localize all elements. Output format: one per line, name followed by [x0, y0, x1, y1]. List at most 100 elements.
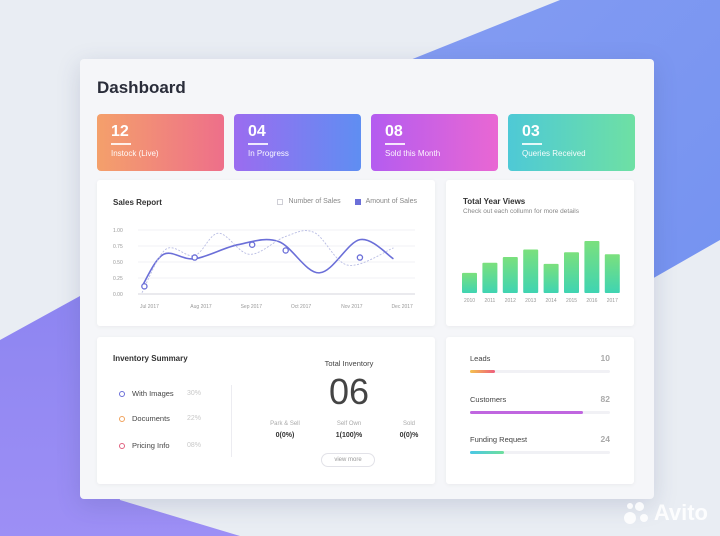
- x-tick-label: Oct 2017: [291, 304, 312, 310]
- legend-item-number-of-sales[interactable]: Number of Sales: [277, 198, 341, 205]
- stat-value: 04: [248, 123, 266, 140]
- bar-2016: [584, 241, 600, 293]
- divider: [231, 385, 232, 457]
- legend-label: Amount of Sales: [365, 198, 417, 205]
- x-tick-label: Nov 2017: [341, 304, 363, 310]
- stat-card-sold-this-month[interactable]: 08 Sold this Month: [371, 114, 498, 171]
- breakdown-value-park-sell: 0(0%): [275, 432, 295, 439]
- bar-2013: [523, 249, 539, 293]
- legend-item-amount-of-sales[interactable]: Amount of Sales: [354, 198, 417, 205]
- inventory-item-label: Pricing Info: [132, 441, 170, 450]
- inventory-item-label: Documents: [132, 414, 170, 423]
- legend-label: Number of Sales: [288, 198, 341, 205]
- bar-2015: [564, 252, 579, 293]
- breakdown-label-sold: Sold: [402, 421, 415, 427]
- x-tick-label: Dec 2017: [391, 304, 413, 310]
- year-views-subtitle: Check out each collumn for more details: [463, 208, 579, 215]
- stat-card-in-progress[interactable]: 04 In Progress: [234, 114, 361, 171]
- stat-card-queries-received[interactable]: 03 Queries Received: [508, 114, 635, 171]
- page-title: Dashboard: [97, 78, 186, 97]
- bullet-icon: [119, 415, 125, 422]
- total-inventory-label: Total Inventory: [324, 359, 374, 368]
- x-tick-label: 2010: [464, 298, 475, 304]
- stat-underline: [385, 143, 405, 145]
- stat-card-instock[interactable]: 12 Instock (Live): [97, 114, 224, 171]
- x-tick-label: Aug 2017: [190, 304, 212, 310]
- bar-2014: [543, 263, 559, 293]
- x-tick-label: Jul 2017: [140, 304, 159, 310]
- series-line-amount-of-sales: [141, 238, 394, 287]
- series-line-number-of-sales: [141, 230, 394, 293]
- y-tick-label: 1.00: [113, 228, 123, 234]
- metric-progress-fill: [470, 411, 584, 414]
- bar-2010: [462, 272, 477, 293]
- stat-label: Queries Received: [522, 149, 586, 158]
- y-tick-label: 0.75: [113, 244, 123, 250]
- metric-value: 24: [600, 434, 610, 444]
- watermark: Avito: [623, 500, 708, 526]
- inventory-item-pct: 30%: [187, 390, 202, 397]
- inventory-item-label: With Images: [132, 389, 174, 398]
- view-more-button[interactable]: view more: [321, 453, 375, 467]
- y-tick-label: 0.25: [113, 276, 123, 282]
- data-point-marker: [191, 254, 198, 261]
- metric-row-leads[interactable]: Leads 10: [470, 353, 610, 384]
- data-point-marker: [282, 247, 289, 254]
- y-tick-label: 0.00: [113, 292, 123, 298]
- breakdown-label-park-sell: Park & Sell: [270, 421, 300, 427]
- stat-underline: [522, 143, 542, 145]
- sales-report-title: Sales Report: [113, 198, 162, 207]
- bar-2011: [482, 262, 498, 293]
- x-tick-label: 2015: [566, 298, 577, 304]
- metric-progress-track: [470, 370, 610, 373]
- y-tick-label: 0.50: [113, 260, 123, 266]
- dashboard-panel: Dashboard 12 Instock (Live) 04 In Progre…: [80, 59, 654, 499]
- total-inventory-value: 06: [328, 371, 370, 412]
- breakdown-label-self-own: Self Own: [336, 421, 362, 427]
- x-tick-label: 2016: [586, 298, 597, 304]
- sales-report-card: Sales Report Number of Sales Amount of S…: [97, 180, 435, 326]
- inventory-summary-card: Inventory Summary With Images 30% Docume…: [97, 337, 435, 484]
- metric-value: 10: [600, 353, 610, 363]
- metric-progress-track: [470, 451, 610, 454]
- bullet-icon: [119, 390, 125, 397]
- x-tick-label: Sep 2017: [241, 304, 263, 310]
- watermark-logo-icon: [623, 500, 650, 526]
- bar-2017: [604, 254, 620, 293]
- metric-label: Leads: [470, 354, 491, 363]
- watermark-text: Avito: [653, 500, 708, 525]
- stat-underline: [111, 143, 131, 145]
- data-point-marker: [141, 283, 148, 290]
- x-tick-label: 2013: [525, 298, 536, 304]
- metric-row-funding-request[interactable]: Funding Request 24: [470, 434, 610, 465]
- stat-value: 12: [111, 123, 129, 140]
- year-views-title: Total Year Views: [463, 197, 526, 206]
- inventory-title: Inventory Summary: [113, 354, 188, 363]
- breakdown-value-self-own: 1(100)%: [335, 432, 363, 439]
- x-tick-label: 2014: [546, 298, 557, 304]
- year-views-card: Total Year Views Check out each collumn …: [446, 180, 634, 326]
- data-point-marker: [356, 254, 364, 261]
- sales-legend: Number of Sales Amount of Sales: [277, 198, 417, 205]
- inventory-item-pricing-info[interactable]: Pricing Info 08%: [119, 441, 201, 450]
- x-tick-label: 2017: [607, 298, 618, 304]
- inventory-item-with-images[interactable]: With Images 30%: [119, 389, 201, 398]
- data-point-marker: [248, 241, 256, 248]
- metric-label: Funding Request: [470, 435, 528, 444]
- bullet-icon: [119, 442, 125, 449]
- stat-label: Sold this Month: [385, 149, 441, 158]
- bar-2012: [502, 256, 518, 293]
- metric-progress-fill: [470, 451, 504, 454]
- breakdown-value-sold: 0(0)%: [399, 432, 419, 439]
- metrics-card: Leads 10 Customers 82 Funding Request 24: [446, 337, 634, 484]
- stat-value: 08: [385, 123, 403, 140]
- metric-progress-fill: [470, 370, 496, 373]
- stat-value: 03: [522, 123, 540, 140]
- inventory-item-documents[interactable]: Documents 22%: [119, 414, 201, 423]
- metric-row-customers[interactable]: Customers 82: [470, 394, 610, 425]
- metric-label: Customers: [470, 395, 507, 404]
- inventory-item-pct: 22%: [187, 415, 202, 422]
- stat-underline: [248, 143, 268, 145]
- x-tick-label: 2011: [485, 298, 496, 304]
- metric-value: 82: [600, 394, 610, 404]
